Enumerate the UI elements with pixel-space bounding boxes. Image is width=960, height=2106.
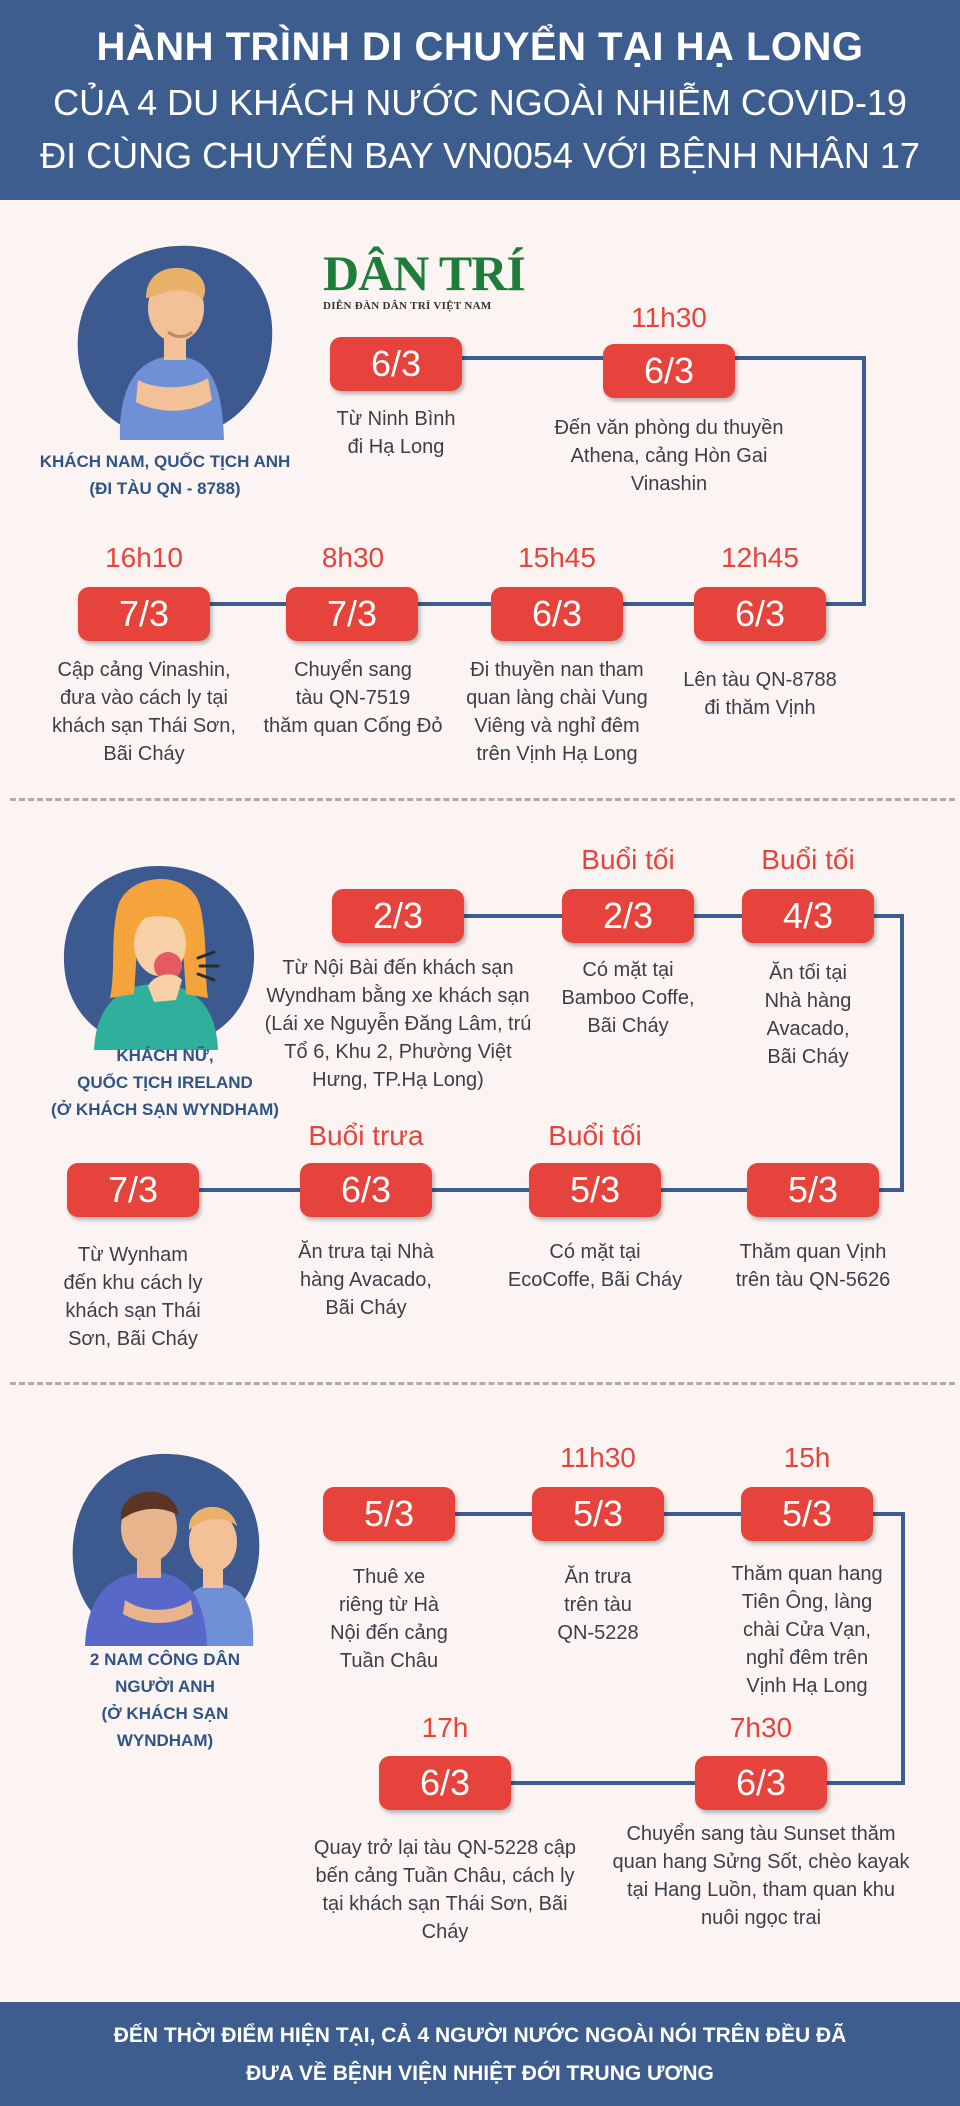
footer-banner: ĐẾN THỜI ĐIỂM HIỆN TẠI, CẢ 4 NGƯỜI NƯỚC …	[0, 2002, 960, 2106]
date-badge: 7/3	[67, 1163, 199, 1217]
traveler-label: 2 NAM CÔNG DÂN NGƯỜI ANH (Ở KHÁCH SẠN WY…	[89, 1650, 241, 1750]
logo-tagline: DIỄN ĐÀN DÂN TRÍ VIỆT NAM	[323, 300, 492, 312]
stop-time: 12h45	[721, 542, 799, 573]
date-badge: 6/3	[300, 1163, 432, 1217]
title-line-3: ĐI CÙNG CHUYẾN BAY VN0054 VỚI BỆNH NHÂN …	[40, 135, 920, 176]
footer-line-2: ĐƯA VỀ BỆNH VIỆN NHIỆT ĐỚI TRUNG ƯƠNG	[246, 2062, 714, 2085]
timeline-connector	[862, 356, 866, 606]
logo-wordmark: DÂN TRÍ	[323, 245, 526, 301]
timeline-connector	[901, 1512, 905, 1785]
traveler-label: KHÁCH NAM, QUỐC TỊCH ANH (ĐI TÀU QN - 87…	[39, 452, 291, 498]
stop-description: Có mặt tại EcoCoffe, Bãi Cháy	[507, 1241, 683, 1291]
header-banner: HÀNH TRÌNH DI CHUYỂN TẠI HẠ LONG CỦA 4 D…	[0, 0, 960, 200]
title-line-1: HÀNH TRÌNH DI CHUYỂN TẠI HẠ LONG	[96, 25, 864, 69]
stop-time: Buổi tối	[581, 844, 675, 875]
date-badge: 5/3	[741, 1487, 873, 1541]
stop-description: Thăm quan hang Tiên Ông, làng chài Cửa V…	[731, 1563, 883, 1697]
date-badge: 5/3	[747, 1163, 879, 1217]
stop-description: Chuyển sang tàu Sunset thăm quan hang Sử…	[612, 1823, 910, 1929]
dan-tri-logo: DÂN TRÍ DIỄN ĐÀN DÂN TRÍ VIỆT NAM	[323, 245, 526, 312]
two-men-icon	[72, 1453, 260, 1646]
stop-time: 7h30	[729, 1712, 793, 1743]
date-badge: 6/3	[694, 587, 826, 641]
date-badge: 7/3	[78, 587, 210, 641]
stop-time: 17h	[421, 1712, 469, 1743]
section-divider	[10, 798, 955, 801]
stop-time: 8h30	[321, 542, 385, 573]
woman-coughing-icon	[63, 866, 255, 1050]
date-badge: 6/3	[603, 344, 735, 398]
date-badge: 5/3	[532, 1487, 664, 1541]
title-line-2: CỦA 4 DU KHÁCH NƯỚC NGOÀI NHIỄM COVID-19	[53, 82, 907, 123]
stop-description: Từ Nội Bài đến khách sạn Wyndham bằng xe…	[264, 957, 532, 1091]
stop-description: Lên tàu QN-8788 đi thăm Vịnh	[683, 669, 837, 719]
date-badge: 7/3	[286, 587, 418, 641]
footer-line-1: ĐẾN THỜI ĐIỂM HIỆN TẠI, CẢ 4 NGƯỜI NƯỚC …	[113, 2024, 847, 2047]
date-badge: 2/3	[332, 889, 464, 943]
stop-description: Ăn trưa tại Nhà hàng Avacado, Bãi Cháy	[298, 1241, 434, 1319]
timeline-connector	[445, 1781, 905, 1785]
stop-description: Từ Ninh Bình đi Hạ Long	[336, 408, 456, 458]
date-badge: 5/3	[323, 1487, 455, 1541]
stop-time: Buổi trưa	[308, 1120, 424, 1151]
stop-time: Buổi tối	[548, 1120, 642, 1151]
stop-time: 11h30	[631, 302, 707, 333]
stop-description: Đến văn phòng du thuyền Athena, cảng Hòn…	[554, 417, 784, 495]
stop-description: Thăm quan Vịnh trên tàu QN-5626	[735, 1241, 891, 1291]
stop-description: Ăn tối tại Nhà hàng Avacado, Bãi Cháy	[764, 962, 852, 1068]
stop-time: Buổi tối	[761, 844, 855, 875]
stop-description: Thuê xe riêng từ Hà Nội đến cảng Tuần Ch…	[330, 1566, 448, 1672]
timeline-connector	[130, 1188, 904, 1192]
stop-time: 11h30	[560, 1442, 636, 1473]
stop-time: 16h10	[105, 542, 183, 573]
date-badge: 4/3	[742, 889, 874, 943]
stop-description: Chuyển sang tàu QN-7519 thăm quan Cống Đ…	[263, 659, 443, 737]
date-badge: 6/3	[491, 587, 623, 641]
timeline-connector	[900, 914, 904, 1192]
stop-description: Cập cảng Vinashin, đưa vào cách ly tại k…	[52, 659, 236, 765]
stop-description: Có mặt tại Bamboo Coffe, Bãi Cháy	[561, 959, 695, 1037]
date-badge: 6/3	[330, 337, 462, 391]
date-badge: 6/3	[379, 1756, 511, 1810]
date-badge: 2/3	[562, 889, 694, 943]
man-holding-stomach-icon	[77, 245, 273, 440]
stop-description: Ăn trưa trên tàu QN-5228	[557, 1566, 639, 1644]
stop-time: 15h	[783, 1442, 831, 1473]
stop-time: 15h45	[518, 542, 596, 573]
traveler-label: KHÁCH NỮ, QUỐC TỊCH IRELAND (Ở KHÁCH SẠN…	[51, 1046, 279, 1119]
date-badge: 6/3	[695, 1756, 827, 1810]
stop-description: Đi thuyền nan tham quan làng chài Vung V…	[466, 659, 648, 765]
stop-description: Quay trở lại tàu QN-5228 cập bến cảng Tu…	[313, 1837, 577, 1943]
date-badge: 5/3	[529, 1163, 661, 1217]
stop-description: Từ Wynham đến khu cách ly khách sạn Thái…	[63, 1244, 203, 1350]
section-divider	[10, 1382, 955, 1385]
